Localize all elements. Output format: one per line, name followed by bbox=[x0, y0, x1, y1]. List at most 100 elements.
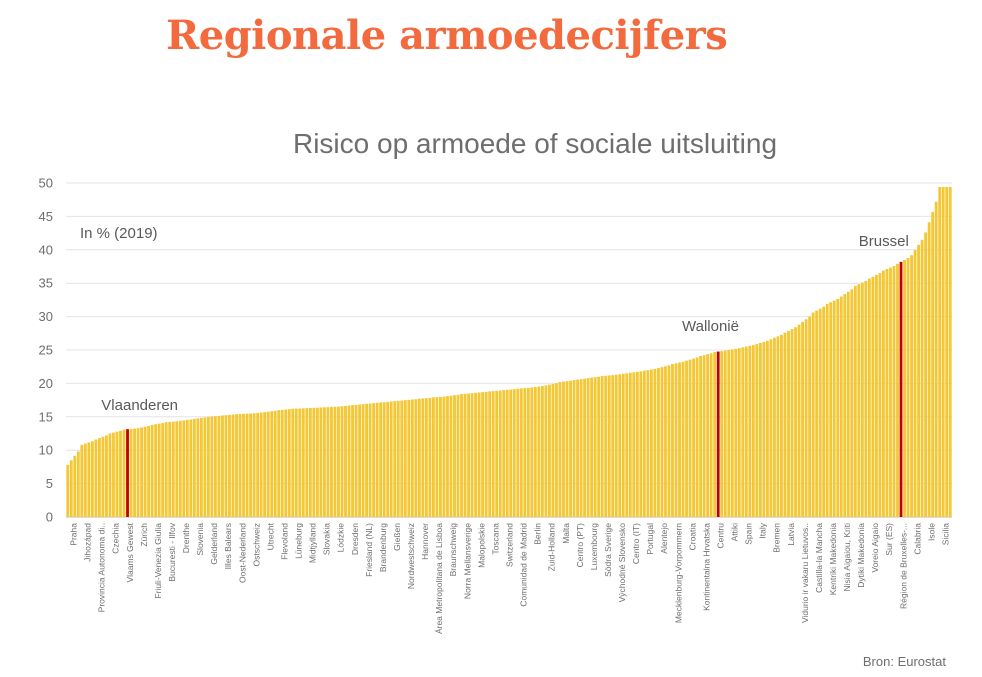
bar bbox=[196, 418, 200, 517]
bar bbox=[530, 387, 534, 517]
bar bbox=[502, 390, 506, 517]
bar bbox=[558, 382, 562, 517]
x-tick-label: Praha bbox=[69, 523, 79, 546]
x-tick-label: Zürich bbox=[139, 523, 149, 547]
bar bbox=[878, 273, 882, 517]
bar bbox=[319, 407, 323, 517]
bar bbox=[83, 443, 87, 517]
x-tick-label: Kentriki Makedonia bbox=[828, 523, 838, 596]
x-tick-label: Vlaams Gewest bbox=[125, 522, 135, 582]
x-tick-label: Hannover bbox=[420, 523, 430, 560]
bar bbox=[804, 319, 808, 517]
x-tick-label: Calabria bbox=[912, 523, 922, 555]
bar bbox=[467, 393, 470, 517]
bar bbox=[396, 400, 400, 517]
bar bbox=[941, 187, 945, 517]
chart-title: Risico op armoede of sociale uitsluiting bbox=[292, 128, 778, 159]
bar bbox=[797, 324, 801, 517]
bar bbox=[945, 187, 949, 517]
y-tick-label: 20 bbox=[39, 376, 53, 391]
bar bbox=[491, 391, 495, 517]
y-tick-label: 50 bbox=[39, 176, 53, 191]
x-tick-label: Slovakia bbox=[322, 523, 332, 555]
bar bbox=[498, 390, 502, 517]
bar bbox=[586, 378, 590, 517]
bar bbox=[579, 379, 583, 517]
bar bbox=[477, 392, 481, 517]
bar bbox=[681, 361, 685, 517]
bar bbox=[407, 399, 411, 517]
bar bbox=[171, 421, 175, 517]
bar bbox=[787, 330, 790, 517]
bar bbox=[270, 411, 274, 517]
bar bbox=[133, 428, 136, 517]
bar bbox=[783, 332, 787, 517]
bar bbox=[649, 369, 653, 517]
annotation-label: Wallonië bbox=[682, 318, 739, 335]
bar bbox=[604, 375, 608, 517]
bar bbox=[555, 383, 558, 517]
bar bbox=[678, 362, 681, 517]
bar bbox=[94, 439, 98, 517]
bar bbox=[432, 397, 435, 517]
bar bbox=[235, 414, 238, 517]
bar bbox=[389, 401, 393, 517]
x-tick-label: Bremen bbox=[772, 523, 782, 553]
x-tick-label: Midtjylland bbox=[308, 523, 318, 563]
x-tick-label: Východné Slovensko bbox=[617, 523, 627, 603]
bar bbox=[147, 425, 151, 517]
bar bbox=[801, 321, 804, 517]
bar bbox=[562, 381, 565, 517]
bar bbox=[720, 351, 724, 517]
bar bbox=[758, 342, 762, 517]
bar bbox=[97, 438, 101, 517]
bar bbox=[280, 409, 284, 517]
bar bbox=[456, 394, 460, 517]
bar bbox=[161, 423, 165, 517]
x-tick-label: Malopolskie bbox=[476, 523, 486, 568]
bar bbox=[228, 414, 231, 517]
x-tick-label: Czechia bbox=[111, 523, 121, 554]
x-tick-label: Switzerland bbox=[505, 523, 515, 567]
bar bbox=[400, 400, 404, 517]
bar bbox=[822, 306, 826, 517]
bar bbox=[481, 392, 485, 517]
bar bbox=[347, 405, 351, 517]
bar bbox=[119, 430, 122, 517]
x-tick-label: Illes Balears bbox=[223, 523, 233, 569]
bar bbox=[512, 389, 516, 517]
bar bbox=[713, 352, 717, 517]
bar bbox=[453, 395, 456, 517]
bar bbox=[185, 419, 189, 517]
bar bbox=[695, 357, 699, 517]
bar bbox=[129, 428, 133, 517]
bar bbox=[249, 413, 252, 517]
gridlines bbox=[66, 182, 952, 518]
x-tick-label: Sur (ES) bbox=[884, 523, 894, 556]
bar bbox=[323, 407, 326, 517]
bar bbox=[892, 266, 896, 517]
x-tick-label: Lüneburg bbox=[294, 523, 304, 559]
x-tick-label: Région de Bruxelles-... bbox=[898, 523, 908, 609]
bar bbox=[259, 412, 263, 517]
bar bbox=[245, 413, 249, 517]
bar bbox=[906, 257, 910, 517]
x-tick-label: Friuli-Venezia Giulia bbox=[153, 523, 163, 599]
bar bbox=[773, 337, 776, 517]
x-tick-label: Área Metropolitana de Lisboa bbox=[434, 523, 444, 634]
bar bbox=[178, 420, 182, 517]
x-tick-label: Voreio Aigaio bbox=[870, 523, 880, 573]
bar bbox=[150, 424, 154, 517]
source-note: Bron: Eurostat bbox=[862, 654, 946, 669]
bar bbox=[544, 385, 548, 517]
bar bbox=[126, 429, 129, 517]
bar bbox=[175, 421, 179, 517]
bar bbox=[910, 255, 913, 517]
bar bbox=[69, 460, 73, 517]
bar bbox=[864, 280, 868, 517]
bar bbox=[449, 395, 453, 517]
bar bbox=[372, 403, 376, 517]
bar bbox=[899, 261, 903, 517]
bar bbox=[839, 296, 843, 517]
bar bbox=[379, 402, 383, 517]
